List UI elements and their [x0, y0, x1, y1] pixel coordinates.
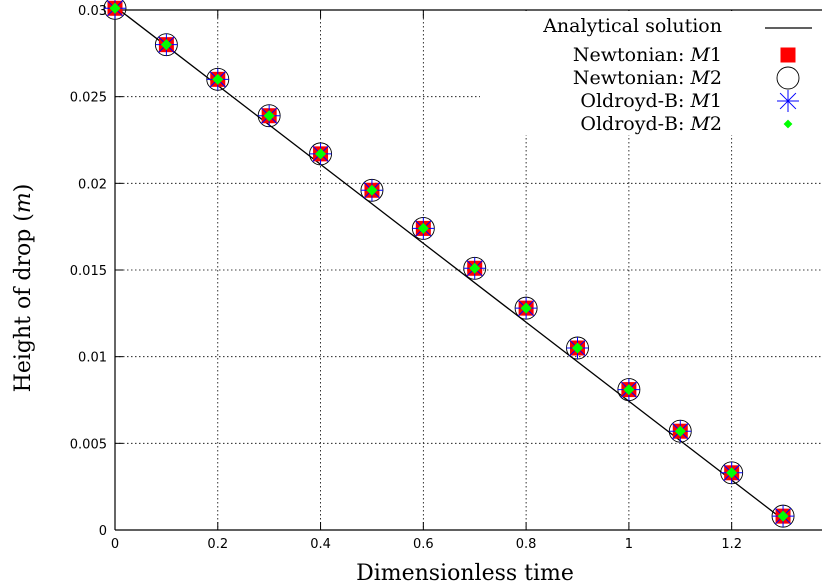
x-tick-label: 0.8 — [516, 537, 537, 552]
legend-label-suffix: 2 — [710, 113, 722, 135]
x-tick-label: 0.4 — [310, 537, 331, 552]
legend-marker — [780, 47, 796, 63]
data-point — [777, 510, 789, 522]
legend-label-prefix: Newtonian: — [573, 44, 691, 66]
y-tick-label: 0.03 — [78, 4, 107, 19]
data-point — [109, 2, 121, 14]
y-axis-title-unit: m — [11, 192, 36, 213]
y-tick-label: 0.025 — [70, 91, 107, 106]
data-markers — [103, 0, 795, 528]
diamond-mark — [674, 425, 686, 437]
legend-label: Newtonian: M1 — [573, 44, 722, 66]
legend-label-math: M — [689, 67, 710, 89]
x-axis-title: Dimensionless time — [356, 561, 574, 585]
x-tick-label: 0.2 — [207, 537, 228, 552]
data-point — [726, 467, 738, 479]
legend-marker — [777, 90, 799, 112]
y-tick-label: 0.005 — [70, 437, 107, 452]
y-axis-title-close: ) — [11, 184, 36, 193]
legend-marker — [783, 119, 793, 129]
data-point — [469, 262, 481, 274]
legend-label-analytical: Analytical solution — [542, 15, 722, 37]
diamond-mark — [623, 384, 635, 396]
star-stroke — [779, 92, 797, 110]
axes: 0 0.005 0.01 0.015 0.02 0.025 0.03 0 0.2 0.4 0.6 0.… — [70, 4, 822, 552]
y-tick-label: 0.01 — [78, 351, 107, 366]
legend-label-math: M — [689, 113, 710, 135]
legend-label-prefix: Newtonian: — [573, 67, 691, 89]
data-point — [212, 73, 224, 85]
circle-mark — [776, 66, 800, 90]
diamond-mark — [469, 262, 481, 274]
y-axis-title: Height of drop (m) — [11, 184, 36, 393]
analytical-line-layer — [114, 6, 784, 521]
diamond-mark — [520, 302, 532, 314]
legend-label: Oldroyd-B: M1 — [580, 90, 722, 112]
diamond-mark — [777, 510, 789, 522]
y-tick-label: 0.015 — [70, 264, 107, 279]
diamond-mark — [212, 73, 224, 85]
data-point — [417, 222, 429, 234]
legend-label-suffix: 2 — [710, 67, 722, 89]
data-point — [366, 184, 378, 196]
x-tick-label: 0 — [111, 537, 119, 552]
diamond-mark — [366, 184, 378, 196]
y-tick-label: 0.02 — [78, 177, 107, 192]
legend-label-math: M — [689, 44, 710, 66]
series-diamond — [109, 2, 789, 522]
x-tick-label: 1.2 — [721, 537, 742, 552]
diamond-mark — [263, 110, 275, 122]
legend-label-suffix: 1 — [710, 90, 722, 112]
y-axis-title-text: Height of drop ( — [11, 213, 36, 392]
diamond-mark — [783, 119, 793, 129]
data-point — [160, 39, 172, 51]
legend-label-suffix: 1 — [710, 44, 722, 66]
legend-label: Newtonian: M2 — [573, 67, 722, 89]
data-point — [572, 342, 583, 354]
data-point — [674, 425, 686, 437]
data-point — [315, 148, 327, 160]
data-point — [520, 302, 532, 314]
square-mark — [780, 47, 796, 63]
diamond-mark — [417, 222, 429, 234]
diamond-mark — [726, 467, 738, 479]
analytical-solution-line — [114, 6, 784, 521]
legend-label-math: M — [689, 90, 710, 112]
legend-label: Oldroyd-B: M2 — [580, 113, 722, 135]
data-point — [623, 384, 635, 396]
legend-label-prefix: Oldroyd-B: — [580, 113, 690, 135]
x-tick-label: 1 — [625, 537, 633, 552]
diamond-mark — [109, 2, 121, 14]
x-tick-label: 0.6 — [413, 537, 434, 552]
diamond-mark — [572, 342, 583, 354]
y-tick-label: 0 — [99, 524, 107, 539]
diamond-mark — [315, 148, 327, 160]
data-point — [263, 110, 275, 122]
legend-background — [480, 11, 822, 135]
legend-marker — [776, 66, 800, 90]
legend-label-prefix: Oldroyd-B: — [580, 90, 690, 112]
diamond-mark — [160, 39, 172, 51]
